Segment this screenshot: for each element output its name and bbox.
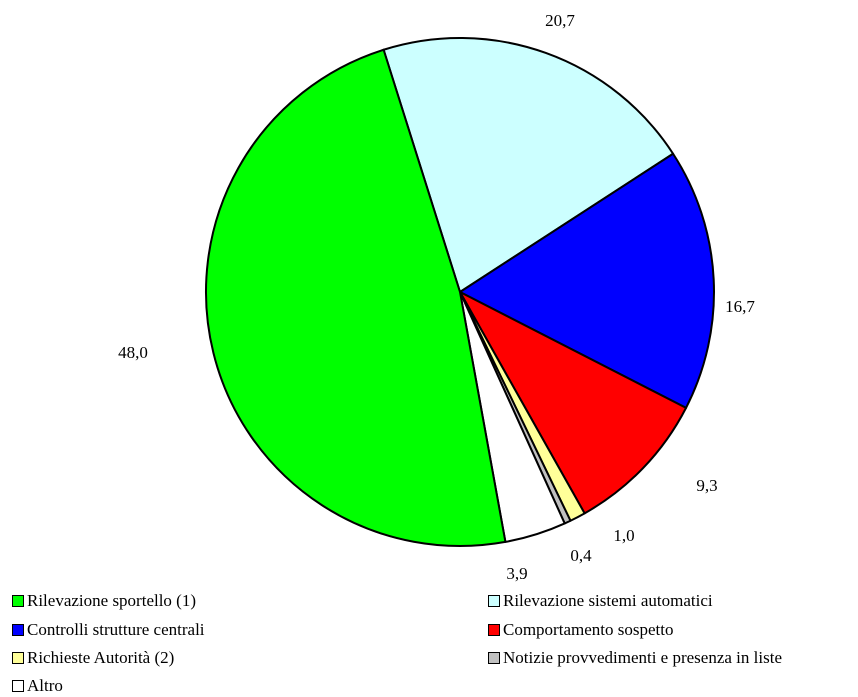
pie-slice-comportamento-sospetto [459, 291, 688, 515]
data-label: 1,0 [613, 526, 634, 545]
pie-slice-controlli-strutture-centrali [459, 152, 715, 409]
data-label: 16,7 [725, 297, 755, 316]
data-label: 0,4 [570, 546, 592, 565]
data-label: 9,3 [696, 476, 717, 495]
pie-slice-rilevazione-sistemi-automatici [382, 37, 675, 293]
data-label: 48,0 [118, 343, 148, 362]
data-label: 20,7 [545, 11, 575, 30]
pie-slice-rilevazione-sportello-1 [205, 48, 507, 547]
data-label: 3,9 [506, 564, 527, 583]
